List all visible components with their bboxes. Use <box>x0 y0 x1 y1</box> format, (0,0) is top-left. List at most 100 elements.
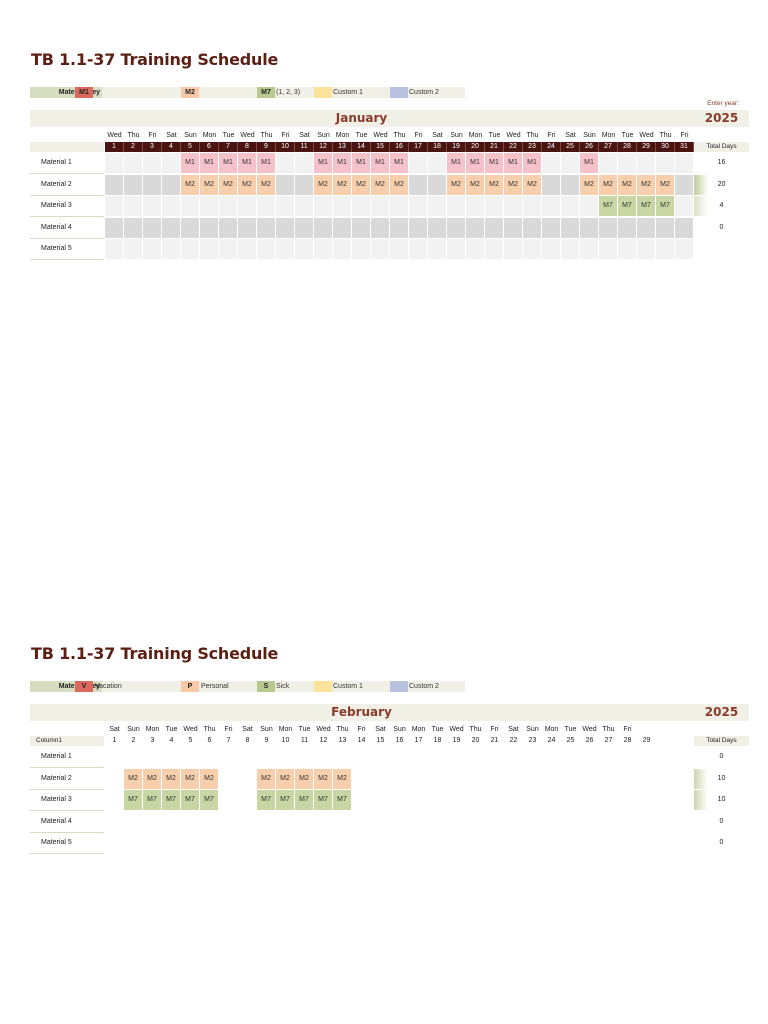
schedule-cell[interactable]: M7 <box>162 790 181 811</box>
schedule-cell[interactable] <box>618 239 637 260</box>
schedule-cell[interactable]: M2 <box>485 174 504 195</box>
schedule-cell[interactable] <box>333 833 352 854</box>
schedule-cell[interactable] <box>599 811 618 832</box>
schedule-cell[interactable] <box>523 768 542 789</box>
schedule-cell[interactable] <box>371 196 390 217</box>
schedule-cell[interactable] <box>485 768 504 789</box>
schedule-cell[interactable] <box>257 196 276 217</box>
schedule-cell[interactable] <box>219 811 238 832</box>
schedule-cell[interactable] <box>447 217 466 238</box>
schedule-cell[interactable] <box>181 833 200 854</box>
schedule-cell[interactable] <box>656 239 675 260</box>
schedule-cell[interactable] <box>276 239 295 260</box>
schedule-cell[interactable] <box>580 747 599 767</box>
schedule-cell[interactable] <box>542 833 561 854</box>
schedule-cell[interactable] <box>124 174 143 195</box>
schedule-cell[interactable] <box>599 153 618 173</box>
schedule-cell[interactable]: M1 <box>523 153 542 173</box>
schedule-cell[interactable] <box>124 239 143 260</box>
schedule-cell[interactable] <box>637 790 656 811</box>
schedule-cell[interactable] <box>466 768 485 789</box>
schedule-cell[interactable] <box>276 196 295 217</box>
schedule-cell[interactable] <box>618 833 637 854</box>
schedule-cell[interactable] <box>200 747 219 767</box>
schedule-cell[interactable]: M2 <box>143 768 162 789</box>
schedule-cell[interactable] <box>390 217 409 238</box>
schedule-cell[interactable] <box>200 196 219 217</box>
schedule-cell[interactable]: M7 <box>257 790 276 811</box>
schedule-cell[interactable] <box>504 196 523 217</box>
schedule-cell[interactable] <box>409 153 428 173</box>
schedule-cell[interactable] <box>409 747 428 767</box>
schedule-cell[interactable] <box>637 768 656 789</box>
schedule-cell[interactable] <box>561 833 580 854</box>
schedule-cell[interactable] <box>124 153 143 173</box>
schedule-cell[interactable] <box>219 768 238 789</box>
schedule-cell[interactable] <box>599 747 618 767</box>
schedule-cell[interactable] <box>200 217 219 238</box>
schedule-cell[interactable] <box>333 239 352 260</box>
schedule-cell[interactable] <box>371 790 390 811</box>
schedule-cell[interactable]: M2 <box>599 174 618 195</box>
schedule-cell[interactable] <box>105 196 124 217</box>
schedule-cell[interactable] <box>618 768 637 789</box>
schedule-cell[interactable] <box>504 833 523 854</box>
schedule-cell[interactable] <box>428 833 447 854</box>
schedule-cell[interactable] <box>352 833 371 854</box>
schedule-cell[interactable] <box>219 239 238 260</box>
schedule-cell[interactable] <box>542 153 561 173</box>
schedule-cell[interactable] <box>124 747 143 767</box>
schedule-cell[interactable] <box>352 768 371 789</box>
schedule-cell[interactable] <box>428 747 447 767</box>
schedule-cell[interactable] <box>409 239 428 260</box>
schedule-cell[interactable]: M7 <box>637 196 656 217</box>
schedule-cell[interactable] <box>409 790 428 811</box>
schedule-cell[interactable]: M7 <box>618 196 637 217</box>
schedule-cell[interactable] <box>352 790 371 811</box>
schedule-cell[interactable] <box>143 196 162 217</box>
schedule-cell[interactable] <box>504 768 523 789</box>
schedule-cell[interactable] <box>504 811 523 832</box>
schedule-cell[interactable] <box>333 747 352 767</box>
schedule-cell[interactable] <box>238 217 257 238</box>
schedule-cell[interactable] <box>618 790 637 811</box>
schedule-cell[interactable] <box>409 768 428 789</box>
schedule-cell[interactable] <box>428 239 447 260</box>
schedule-cell[interactable] <box>352 811 371 832</box>
schedule-cell[interactable] <box>143 811 162 832</box>
schedule-cell[interactable] <box>105 153 124 173</box>
schedule-cell[interactable] <box>333 811 352 832</box>
schedule-cell[interactable] <box>523 217 542 238</box>
year-value[interactable]: 2025 <box>704 111 739 125</box>
schedule-cell[interactable] <box>447 768 466 789</box>
schedule-cell[interactable] <box>675 174 694 195</box>
schedule-cell[interactable] <box>542 196 561 217</box>
schedule-cell[interactable] <box>295 153 314 173</box>
schedule-cell[interactable] <box>390 768 409 789</box>
schedule-cell[interactable] <box>485 747 504 767</box>
schedule-cell[interactable] <box>447 239 466 260</box>
schedule-cell[interactable] <box>428 196 447 217</box>
schedule-cell[interactable]: M1 <box>352 153 371 173</box>
schedule-cell[interactable]: M2 <box>257 768 276 789</box>
schedule-cell[interactable] <box>143 174 162 195</box>
schedule-cell[interactable] <box>314 811 333 832</box>
schedule-cell[interactable] <box>409 811 428 832</box>
schedule-cell[interactable] <box>523 196 542 217</box>
schedule-cell[interactable]: M2 <box>181 174 200 195</box>
schedule-cell[interactable] <box>675 153 694 173</box>
schedule-cell[interactable] <box>656 217 675 238</box>
schedule-cell[interactable] <box>181 196 200 217</box>
schedule-cell[interactable] <box>143 153 162 173</box>
schedule-cell[interactable] <box>523 747 542 767</box>
schedule-cell[interactable]: M2 <box>466 174 485 195</box>
schedule-cell[interactable]: M2 <box>314 174 333 195</box>
schedule-cell[interactable] <box>314 747 333 767</box>
schedule-cell[interactable] <box>390 747 409 767</box>
schedule-cell[interactable] <box>618 747 637 767</box>
schedule-cell[interactable]: M7 <box>181 790 200 811</box>
schedule-cell[interactable]: M2 <box>390 174 409 195</box>
schedule-cell[interactable] <box>238 196 257 217</box>
schedule-cell[interactable]: M1 <box>466 153 485 173</box>
schedule-cell[interactable] <box>618 811 637 832</box>
